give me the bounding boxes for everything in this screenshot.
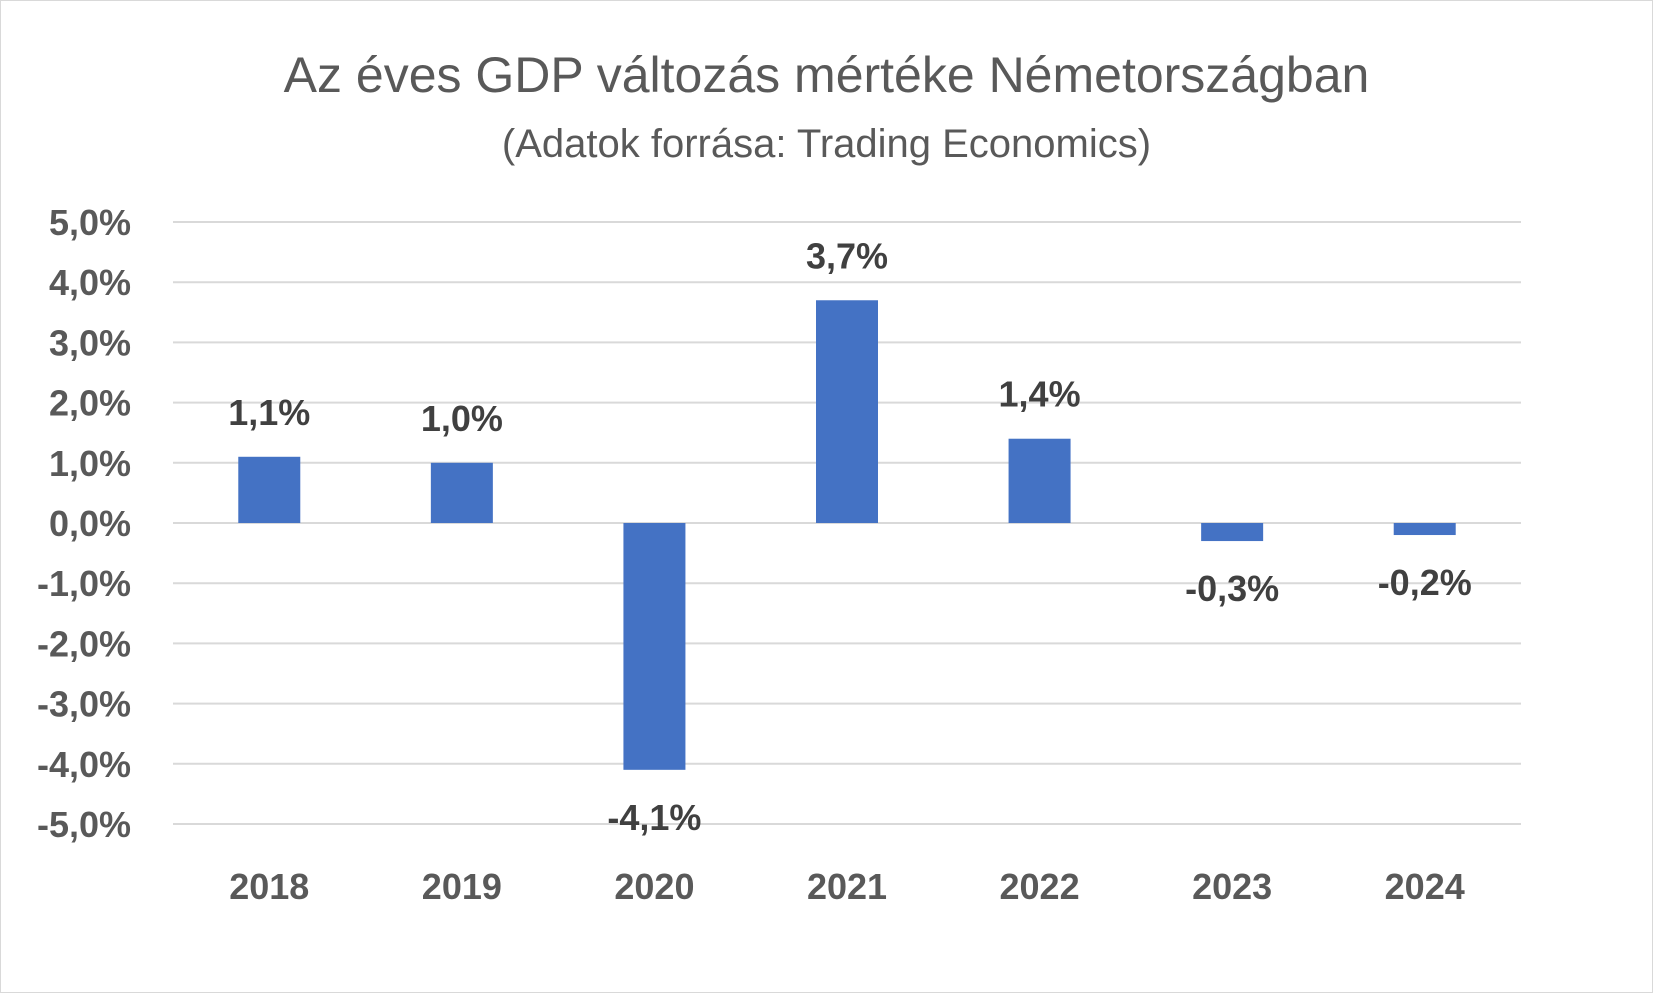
bars — [238, 300, 1456, 770]
y-tick-label: 4,0% — [49, 262, 131, 303]
y-tick-label: 0,0% — [49, 503, 131, 544]
x-tick-label: 2020 — [614, 866, 694, 907]
data-labels: 1,1% 1,0% -4,1% 3,7% 1,4% -0,3% -0,2% — [228, 235, 1471, 838]
data-label: 1,1% — [228, 392, 310, 433]
x-tick-label: 2018 — [229, 866, 309, 907]
y-tick-label: -4,0% — [37, 744, 131, 785]
x-tick-label: 2023 — [1192, 866, 1272, 907]
x-tick-label: 2021 — [807, 866, 887, 907]
bar-2020 — [623, 523, 686, 770]
y-tick-label: 1,0% — [49, 443, 131, 484]
y-tick-label: -3,0% — [37, 684, 131, 725]
x-axis-tick-labels: 2018 2019 2020 2021 2022 2023 2024 — [229, 866, 1465, 907]
data-label: 1,0% — [421, 398, 503, 439]
bar-2021 — [816, 300, 878, 523]
bar-2019 — [430, 462, 493, 523]
gridlines — [173, 221, 1521, 825]
x-tick-label: 2019 — [422, 866, 502, 907]
bar-2023 — [1201, 523, 1264, 542]
y-tick-label: 3,0% — [49, 322, 131, 363]
y-tick-label: -5,0% — [37, 804, 131, 845]
data-label: 1,4% — [999, 374, 1081, 415]
bar-2018 — [238, 456, 301, 523]
y-tick-label: -1,0% — [37, 563, 131, 604]
chart-title: Az éves GDP változás mértéke Németország… — [283, 47, 1370, 103]
chart-subtitle: (Adatok forrása: Trading Economics) — [501, 122, 1152, 166]
y-tick-label: -2,0% — [37, 623, 131, 664]
data-label: -0,3% — [1185, 568, 1279, 609]
x-tick-label: 2024 — [1385, 866, 1465, 907]
data-label: -4,1% — [607, 797, 701, 838]
bar-2022 — [1008, 438, 1071, 523]
y-axis-tick-labels: 5,0% 4,0% 3,0% 2,0% 1,0% 0,0% -1,0% -2,0% -3,0% -… — [37, 202, 131, 845]
y-tick-label: 2,0% — [49, 383, 131, 424]
bar-2024 — [1393, 523, 1456, 536]
x-tick-label: 2022 — [1000, 866, 1080, 907]
data-label: -0,2% — [1378, 562, 1472, 603]
y-tick-label: 5,0% — [49, 202, 131, 243]
data-label: 3,7% — [806, 235, 888, 276]
